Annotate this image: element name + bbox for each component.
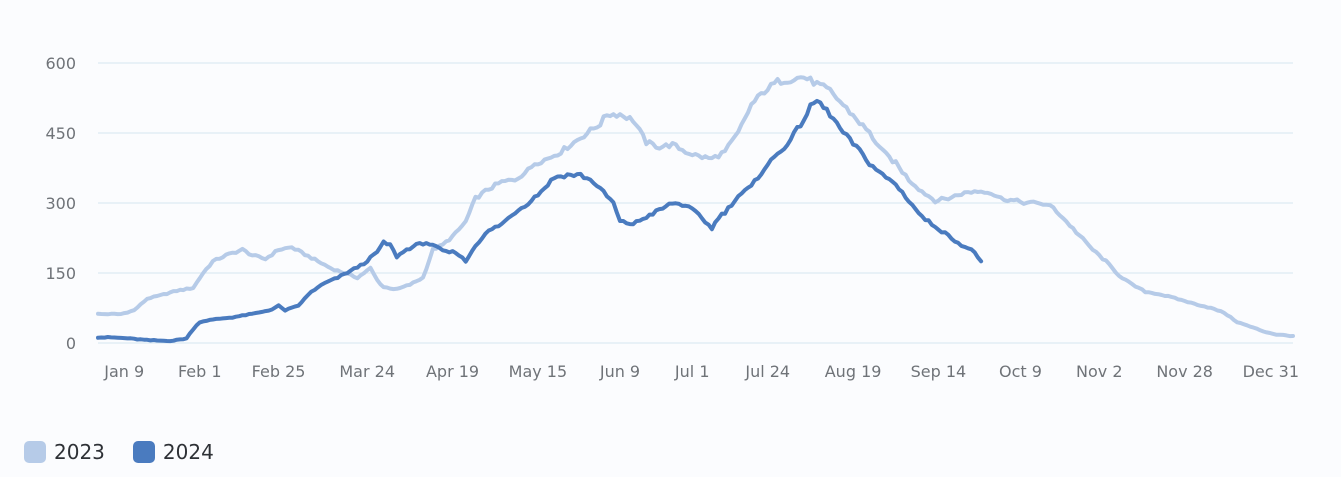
- series-line-2023[interactable]: [96, 75, 1295, 339]
- y-tick-label: 0: [66, 334, 76, 353]
- x-tick-label: Jul 24: [744, 362, 790, 381]
- legend-swatch-2023: [24, 441, 46, 463]
- x-tick-label: Mar 24: [339, 362, 395, 381]
- legend-label-2023: 2023: [54, 440, 105, 464]
- x-tick-label: Nov 2: [1076, 362, 1123, 381]
- y-axis-tick-labels: 0 150 300 450 600: [45, 54, 76, 353]
- x-tick-label: Jul 1: [674, 362, 710, 381]
- y-tick-label: 450: [45, 124, 76, 143]
- legend-label-2024: 2024: [162, 440, 214, 464]
- legend-item-2024[interactable]: 2024: [132, 440, 214, 464]
- legend-item-2023[interactable]: 2023: [24, 440, 105, 464]
- x-tick-label: Nov 28: [1156, 362, 1213, 381]
- x-tick-label: Dec 31: [1243, 362, 1299, 381]
- x-tick-label: Jun 9: [599, 362, 640, 381]
- x-tick-label: May 15: [509, 362, 568, 381]
- y-tick-label: 150: [45, 264, 76, 283]
- x-tick-label: Sep 14: [911, 362, 967, 381]
- y-tick-label: 600: [45, 54, 76, 73]
- x-tick-label: Jan 9: [103, 362, 144, 381]
- x-tick-label: Feb 1: [178, 362, 222, 381]
- series-lines: [96, 75, 1295, 344]
- x-tick-label: Apr 19: [426, 362, 479, 381]
- x-tick-label: Oct 9: [999, 362, 1042, 381]
- x-axis-tick-labels: Jan 9 Feb 1 Feb 25 Mar 24 Apr 19 May 15 Jun 9 J…: [103, 362, 1299, 381]
- x-tick-label: Aug 19: [825, 362, 882, 381]
- grid-lines: [98, 62, 1293, 344]
- y-tick-label: 300: [45, 194, 76, 213]
- legend: 2023 2024: [24, 440, 214, 464]
- x-tick-label: Feb 25: [252, 362, 306, 381]
- series-line-2024[interactable]: [96, 98, 984, 344]
- legend-swatch-2024: [132, 441, 155, 463]
